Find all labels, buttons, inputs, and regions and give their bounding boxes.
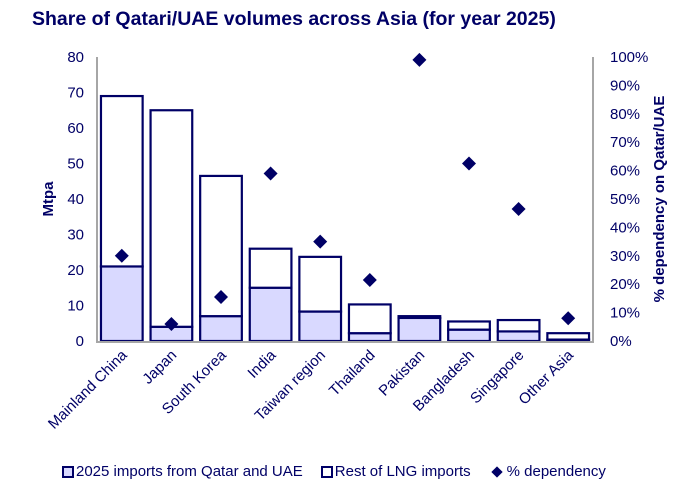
bar-qatar-uae-5	[347, 332, 392, 343]
bar-qatar-uae-6	[397, 316, 442, 343]
bar-qatar-uae-3	[248, 286, 293, 343]
bar-qatar-uae-2	[199, 315, 243, 343]
right-tick-label: 0%	[610, 333, 632, 350]
category-label: Mainland China	[45, 346, 131, 432]
bar-qatar-uae-4	[298, 310, 343, 343]
right-tick-label: 50%	[610, 191, 640, 208]
left-tick-label: 70	[67, 85, 84, 102]
left-tick-label: 10	[67, 298, 84, 315]
diamond-icon	[490, 465, 503, 478]
bar-rest-lng-3	[248, 247, 293, 289]
dependency-marker-5	[362, 272, 377, 287]
legend-item-qatar-uae: 2025 imports from Qatar and UAE	[62, 463, 303, 480]
category-label: Japan	[139, 347, 180, 388]
bar-rest-lng-1	[149, 109, 194, 328]
bar-rest-lng-7	[447, 320, 491, 331]
legend-item-dependency: % dependency	[489, 463, 606, 480]
bar-qatar-uae-0	[99, 265, 144, 343]
y2-axis-title: % dependency on Qatar/UAE	[651, 96, 668, 303]
left-tick-label: 60	[67, 120, 84, 137]
dependency-marker-3	[263, 166, 278, 181]
dependency-marker-6	[412, 52, 427, 67]
left-tick-label: 40	[67, 191, 84, 208]
left-tick-label: 20	[67, 262, 84, 279]
right-tick-label: 20%	[610, 276, 640, 293]
dependency-marker-9	[561, 311, 576, 326]
right-tick-label: 100%	[610, 49, 648, 66]
right-tick-label: 40%	[610, 219, 640, 236]
bar-rest-lng-5	[347, 303, 392, 335]
category-label: Thailand	[326, 347, 379, 400]
category-label: Other Asia	[515, 346, 577, 408]
dependency-marker-4	[313, 234, 328, 249]
category-label: India	[244, 346, 279, 381]
legend-label-dependency: % dependency	[506, 463, 606, 480]
left-tick-label: 0	[76, 333, 84, 350]
y-axis-title: Mtpa	[40, 181, 57, 217]
right-tick-label: 10%	[610, 305, 640, 322]
dependency-marker-7	[462, 156, 476, 171]
dependency-marker-0	[114, 248, 129, 263]
right-tick-label: 60%	[610, 163, 640, 180]
bar-rest-lng-4	[298, 255, 343, 313]
legend-swatch-qatar-uae	[62, 465, 74, 478]
dependency-marker-1	[164, 316, 179, 331]
right-tick-label: 30%	[610, 248, 640, 265]
dependency-marker-8	[511, 201, 526, 216]
markers-group	[114, 52, 576, 331]
legend-swatch-rest-lng	[320, 465, 333, 478]
left-tick-label: 30	[67, 227, 84, 244]
left-tick-label: 50	[67, 156, 84, 173]
left-tick-label: 80	[67, 49, 84, 66]
bars-group	[99, 94, 591, 343]
right-tick-labels: 0% 10% 20% 30% 40% 50% 60% 70% 80% 90% 100%	[610, 49, 648, 350]
bar-qatar-uae-7	[447, 328, 491, 343]
legend-item-rest-lng: Rest of LNG imports	[320, 463, 471, 480]
legend-label-rest-lng: Rest of LNG imports	[334, 463, 471, 480]
chart-title: Share of Qatari/UAE volumes across Asia …	[32, 8, 556, 30]
bar-rest-lng-9	[546, 332, 591, 341]
right-tick-label: 70%	[610, 134, 640, 151]
right-tick-label: 80%	[610, 106, 640, 123]
bar-rest-lng-6	[397, 315, 442, 320]
legend-label-qatar-uae: 2025 imports from Qatar and UAE	[76, 463, 303, 480]
right-tick-label: 90%	[610, 77, 640, 94]
bar-qatar-uae-8	[496, 330, 541, 343]
legend: 2025 imports from Qatar and UAE Rest of …	[62, 463, 624, 480]
bar-rest-lng-0	[99, 94, 144, 268]
left-tick-labels: 0 10 20 30 40 50 60 70 80	[67, 49, 84, 350]
bar-rest-lng-8	[496, 318, 541, 333]
dependency-marker-2	[214, 289, 228, 304]
